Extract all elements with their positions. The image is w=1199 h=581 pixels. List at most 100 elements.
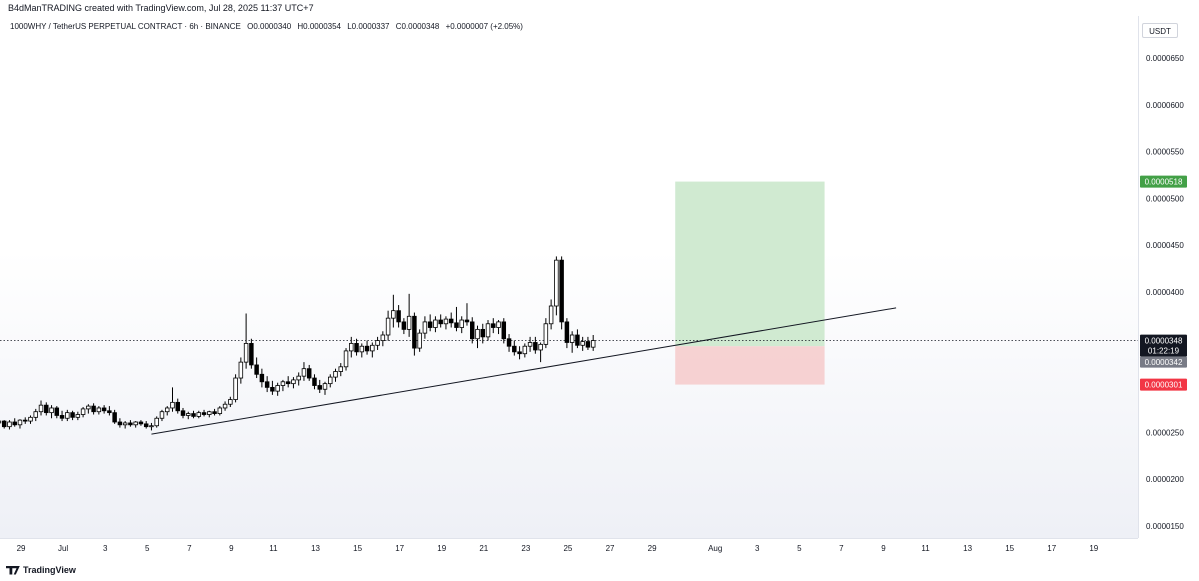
ohlc-change: +0.0000007 (+2.05%) <box>445 22 523 31</box>
x-tick-label: 11 <box>921 544 930 553</box>
candle <box>575 334 580 346</box>
candle <box>101 407 107 412</box>
x-tick-label: 11 <box>269 544 278 553</box>
take-profit-label: 0.0000518 <box>1145 178 1183 187</box>
price-axis[interactable] <box>1138 16 1199 538</box>
candle <box>38 404 44 413</box>
y-tick-label: 0.0000250 <box>1146 428 1184 437</box>
candle <box>285 381 291 385</box>
candle <box>359 345 365 353</box>
candle <box>249 343 254 366</box>
chart-area[interactable] <box>0 16 1138 538</box>
candle <box>464 319 470 323</box>
candle <box>54 407 60 416</box>
candle <box>538 343 543 351</box>
candle <box>33 411 39 418</box>
candle <box>380 334 386 342</box>
candle <box>364 345 370 352</box>
y-tick-label: 0.0000450 <box>1146 241 1184 250</box>
candle <box>370 344 375 352</box>
candle <box>28 416 33 422</box>
current-price-label: 0.0000348 <box>1145 337 1183 346</box>
candle <box>459 319 464 328</box>
x-tick-label: 25 <box>563 544 572 553</box>
candle <box>180 410 186 416</box>
candle <box>1 420 7 428</box>
candle <box>454 322 459 328</box>
ohlc-high: H0.0000354 <box>297 22 341 31</box>
candle <box>522 345 528 355</box>
candle <box>517 351 522 355</box>
candle <box>65 412 70 419</box>
candle <box>438 319 443 325</box>
candle <box>328 376 333 385</box>
candle <box>228 399 233 405</box>
candle <box>80 408 86 415</box>
entry-badge <box>1140 356 1187 368</box>
candle <box>191 413 196 417</box>
candle <box>443 318 449 325</box>
candle <box>427 321 433 328</box>
x-tick-label: 3 <box>103 544 108 553</box>
x-tick-label: 5 <box>797 544 802 553</box>
ohlc-open: O0.0000340 <box>247 22 292 31</box>
trendline <box>151 307 897 435</box>
entry-label: 0.0000342 <box>1145 358 1183 367</box>
x-tick-label: 3 <box>755 544 760 553</box>
candle <box>207 411 212 415</box>
candle <box>469 321 475 340</box>
candle <box>164 407 170 413</box>
current-price-badge <box>1140 334 1187 357</box>
candle <box>186 413 191 416</box>
candle <box>243 343 249 363</box>
candle <box>133 421 138 426</box>
candle <box>349 343 354 352</box>
time-axis[interactable] <box>0 538 1138 561</box>
candle <box>143 423 149 428</box>
candle <box>485 323 491 338</box>
candle <box>70 412 75 418</box>
x-tick-label: 29 <box>17 544 26 553</box>
candle <box>554 259 559 307</box>
footer: TradingView <box>0 560 1199 581</box>
candle <box>233 377 238 400</box>
candle <box>306 368 312 379</box>
candle <box>59 415 65 419</box>
candle <box>433 319 438 328</box>
take-profit-badge <box>1140 175 1187 188</box>
candle <box>12 421 17 426</box>
candle <box>343 350 349 368</box>
header-caption: B4dManTRADING created with TradingView.c… <box>8 3 314 13</box>
candle <box>264 381 270 388</box>
x-tick-label: 19 <box>437 544 446 553</box>
candle <box>475 328 480 340</box>
currency-selector[interactable]: USDT <box>1142 23 1178 38</box>
candle <box>496 321 501 328</box>
candle <box>86 405 91 410</box>
candle <box>512 345 517 353</box>
candle <box>23 419 28 422</box>
candle <box>322 383 328 390</box>
candle <box>317 385 322 390</box>
candle <box>217 407 223 414</box>
candle <box>128 422 133 426</box>
x-tick-label: 15 <box>1005 544 1014 553</box>
candle <box>559 259 564 323</box>
y-tick-label: 0.0000200 <box>1146 475 1184 484</box>
candle <box>354 343 359 353</box>
stop-loss-badge <box>1140 378 1187 391</box>
y-tick-label: 0.0000600 <box>1146 101 1184 110</box>
candle <box>75 414 81 418</box>
x-tick-label: 29 <box>648 544 657 553</box>
candle <box>543 323 549 345</box>
candle <box>533 342 538 351</box>
candle <box>96 407 102 413</box>
candle <box>170 401 175 409</box>
tradingview-logo[interactable]: TradingView <box>6 565 76 575</box>
y-tick-label: 0.0000150 <box>1146 522 1184 531</box>
candle <box>107 410 112 414</box>
candle <box>175 401 180 412</box>
candle <box>527 342 533 347</box>
symbol-name[interactable]: 1000WHY / TetherUS PERPETUAL CONTRACT · … <box>10 22 241 31</box>
